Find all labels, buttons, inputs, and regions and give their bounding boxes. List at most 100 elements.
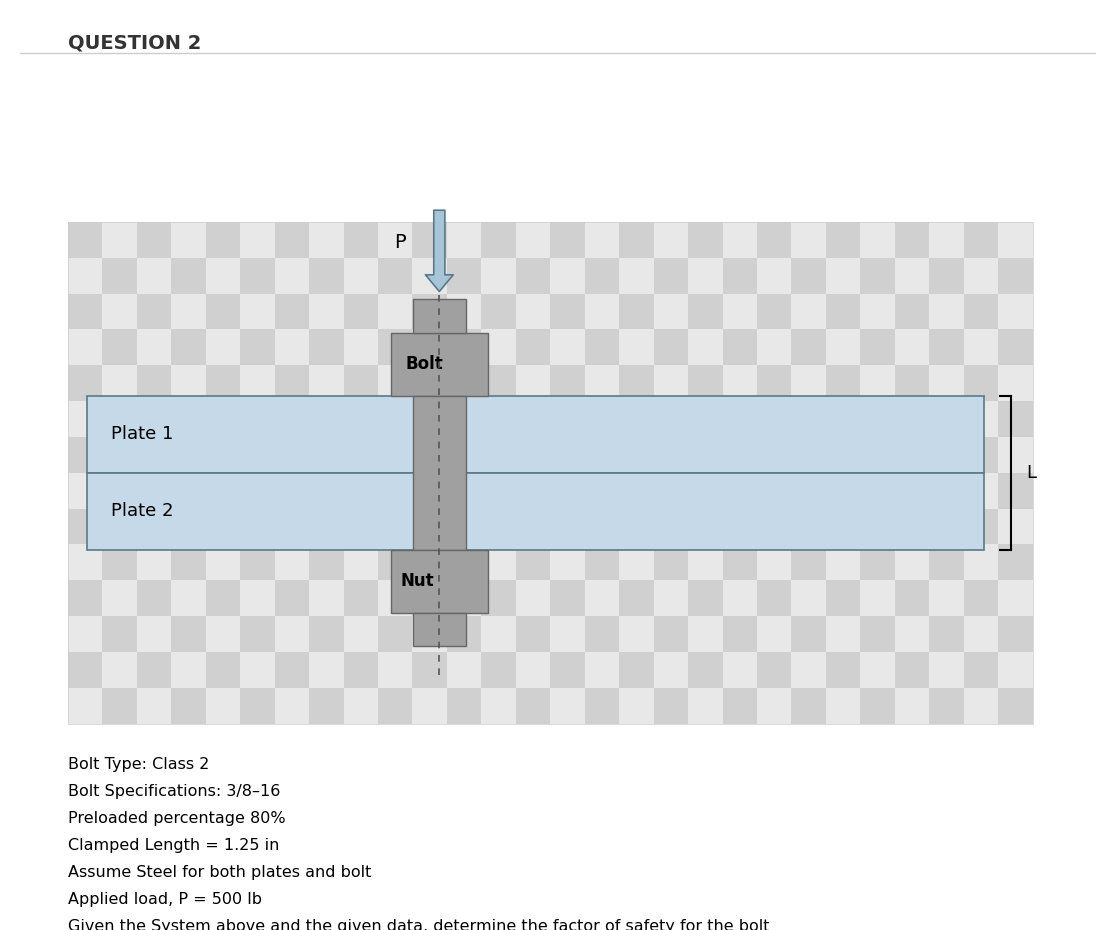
Bar <box>378 472 413 509</box>
Bar <box>413 613 465 646</box>
Bar <box>930 509 964 544</box>
Bar <box>137 437 171 472</box>
Bar <box>516 580 550 616</box>
Bar <box>550 437 585 472</box>
Bar <box>964 329 998 365</box>
Bar <box>826 258 860 294</box>
Bar <box>137 258 171 294</box>
Bar <box>757 652 791 688</box>
Bar <box>87 395 984 472</box>
Bar <box>860 472 895 509</box>
Bar <box>205 509 240 544</box>
Bar <box>930 472 964 509</box>
Bar <box>137 222 171 258</box>
Bar <box>275 365 309 401</box>
Bar <box>171 437 205 472</box>
Bar <box>722 616 757 652</box>
Bar <box>309 258 344 294</box>
Bar <box>585 652 619 688</box>
Bar <box>654 472 689 509</box>
Text: Bolt Specifications: 3/8–16: Bolt Specifications: 3/8–16 <box>68 784 280 800</box>
Bar <box>137 401 171 437</box>
Bar <box>481 616 516 652</box>
Text: Bolt Type: Class 2: Bolt Type: Class 2 <box>68 757 209 773</box>
Bar <box>137 294 171 329</box>
Bar <box>619 509 654 544</box>
Bar <box>930 688 964 724</box>
Bar <box>895 509 930 544</box>
Bar <box>137 580 171 616</box>
Bar <box>516 258 550 294</box>
Bar <box>964 222 998 258</box>
Bar <box>516 329 550 365</box>
Bar <box>103 222 137 258</box>
Bar <box>446 544 481 580</box>
Bar <box>930 294 964 329</box>
Bar <box>689 580 722 616</box>
Bar <box>516 365 550 401</box>
Bar <box>275 472 309 509</box>
Bar <box>413 652 446 688</box>
Bar <box>826 365 860 401</box>
Bar <box>446 365 481 401</box>
Bar <box>309 688 344 724</box>
Bar <box>413 294 446 329</box>
Bar <box>446 616 481 652</box>
Bar <box>689 401 722 437</box>
Bar <box>344 365 378 401</box>
Bar <box>998 580 1032 616</box>
Bar <box>550 544 585 580</box>
Bar <box>826 294 860 329</box>
Bar <box>378 544 413 580</box>
Bar <box>309 365 344 401</box>
Bar <box>998 401 1032 437</box>
Bar <box>964 509 998 544</box>
Bar <box>446 437 481 472</box>
Bar <box>344 509 378 544</box>
Text: L: L <box>1026 464 1036 482</box>
Bar <box>998 616 1032 652</box>
Bar <box>137 509 171 544</box>
Bar <box>68 222 1032 724</box>
Bar <box>171 509 205 544</box>
Bar <box>378 365 413 401</box>
Bar <box>446 580 481 616</box>
Bar <box>654 616 689 652</box>
Bar <box>826 652 860 688</box>
Bar <box>137 688 171 724</box>
Bar <box>275 544 309 580</box>
Bar <box>205 616 240 652</box>
Bar <box>68 580 103 616</box>
Bar <box>205 294 240 329</box>
Bar <box>481 509 516 544</box>
Bar <box>585 222 619 258</box>
Bar <box>137 544 171 580</box>
Bar <box>240 222 275 258</box>
Text: Clamped Length = 1.25 in: Clamped Length = 1.25 in <box>68 839 279 854</box>
Bar <box>378 222 413 258</box>
Bar <box>654 509 689 544</box>
Bar <box>585 544 619 580</box>
Text: P: P <box>394 232 405 252</box>
Bar <box>205 544 240 580</box>
Bar <box>689 258 722 294</box>
Bar <box>619 365 654 401</box>
Bar <box>481 294 516 329</box>
Bar <box>240 401 275 437</box>
Bar <box>171 544 205 580</box>
Bar <box>446 222 481 258</box>
Bar <box>103 258 137 294</box>
Bar <box>826 222 860 258</box>
Bar <box>275 580 309 616</box>
Bar <box>344 472 378 509</box>
Bar <box>585 509 619 544</box>
Bar <box>998 365 1032 401</box>
Bar <box>964 401 998 437</box>
Bar <box>998 652 1032 688</box>
Bar <box>860 294 895 329</box>
Bar <box>964 294 998 329</box>
Bar <box>446 652 481 688</box>
Bar <box>309 329 344 365</box>
Bar <box>413 472 446 509</box>
Bar <box>722 580 757 616</box>
